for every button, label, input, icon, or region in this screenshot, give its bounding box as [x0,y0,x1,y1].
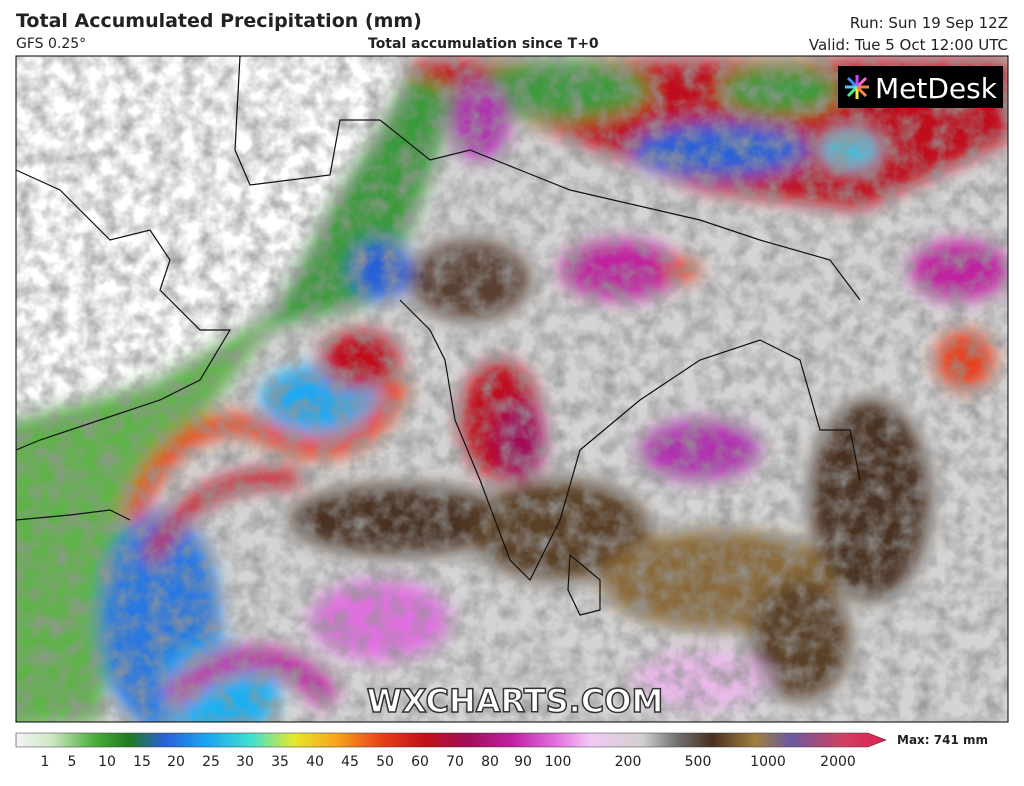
colorbar-tick-label: 35 [271,754,289,770]
colorbar-ticks: 1 5 10 15 20 25 30 35 40 45 50 60 70 80 90 100 200 500 100… [41,754,856,770]
colorbar-tick-label: 15 [133,754,151,770]
colorbar-tick-label: 60 [411,754,429,770]
colorbar-tick-label: 50 [376,754,394,770]
subtitle: Total accumulation since T+0 [368,36,599,52]
colorbar-tick-label: 500 [685,754,712,770]
colorbar-tick-label: 90 [514,754,532,770]
precip-field [16,56,1008,722]
colorbar-tick-label: 70 [446,754,464,770]
colorbar-tick-label: 1000 [750,754,786,770]
colorbar [15,732,887,748]
colorbar-tick-label: 2000 [820,754,856,770]
watermark: WXCHARTS.COM [367,682,664,720]
colorbar-tick-label: 1 [41,754,50,770]
max-label: Max: 741 mm [897,733,988,747]
colorbar-tick-label: 200 [615,754,642,770]
colorbar-tick-label: 30 [236,754,254,770]
logo-mark [845,75,869,99]
valid: Valid: Tue 5 Oct 12:00 UTC [808,36,1008,54]
logo: MetDesk [875,72,998,105]
colorbar-tick-label: 80 [481,754,499,770]
colorbar-tick-label: 20 [167,754,185,770]
title: Total Accumulated Precipitation (mm) [16,10,422,32]
colorbar-tick-label: 10 [98,754,116,770]
run: Run: Sun 19 Sep 12Z [849,14,1008,32]
model: GFS 0.25° [16,36,87,52]
colorbar-tick-label: 100 [545,754,572,770]
colorbar-tick-label: 5 [68,754,77,770]
colorbar-tick-label: 40 [306,754,324,770]
colorbar-tick-label: 25 [202,754,220,770]
colorbar-tick-label: 45 [341,754,359,770]
